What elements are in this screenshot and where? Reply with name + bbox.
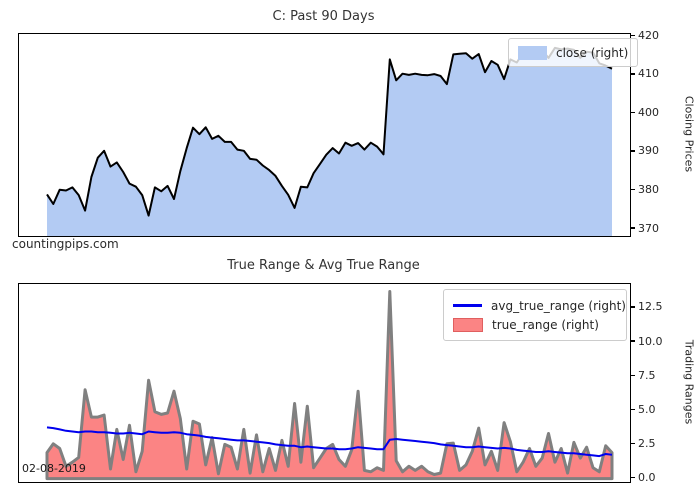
- y-tick-label: 400: [638, 105, 659, 119]
- legend-entry-avg-true-range: avg_true_range (right): [453, 299, 626, 313]
- y-tick-label: 5.0: [638, 402, 656, 416]
- top-chart-legend: close (right): [508, 38, 638, 67]
- avg-true-range-line-swatch-icon: [453, 304, 482, 307]
- closing-prices-axis-label: Closing Prices: [682, 95, 696, 173]
- bottom-chart-title: True Range & Avg True Range: [227, 258, 420, 273]
- true-range-chart: [45, 290, 614, 481]
- y-tick-mark: [630, 188, 635, 191]
- y-tick-label: 370: [638, 221, 659, 235]
- y-tick-mark: [630, 340, 635, 342]
- trading-ranges-axis-label: Trading Ranges: [682, 339, 696, 425]
- closing-prices-plot: [18, 33, 631, 237]
- legend-label: close (right): [556, 45, 629, 60]
- y-tick-mark: [630, 150, 635, 152]
- watermark-text: countingpips.com: [12, 237, 119, 251]
- y-tick-mark: [630, 34, 635, 36]
- close-area: [47, 47, 612, 236]
- y-tick-label: 380: [638, 183, 659, 196]
- y-tick-label: 390: [638, 144, 659, 158]
- y-tick-mark: [630, 73, 635, 75]
- bottom-chart-legend: avg_true_range (right) true_range (right…: [443, 289, 627, 341]
- top-chart-title: C: Past 90 Days: [272, 9, 375, 24]
- y-tick-label: 12.5: [638, 300, 663, 314]
- y-tick-mark: [630, 111, 635, 114]
- legend-label: avg_true_range (right): [491, 298, 626, 313]
- y-tick-label: 410: [638, 67, 659, 81]
- y-tick-mark: [630, 227, 635, 229]
- y-tick-mark: [630, 442, 635, 445]
- y-tick-label: 0.0: [638, 471, 656, 485]
- y-tick-mark: [630, 408, 635, 410]
- y-tick-label: 2.5: [638, 436, 656, 450]
- legend-entry-close: close (right): [518, 45, 637, 60]
- true-range-area-swatch-icon: [453, 317, 483, 332]
- y-tick-label: 420: [638, 28, 659, 42]
- y-tick-mark: [630, 476, 635, 479]
- legend-entry-true-range: true_range (right): [453, 317, 626, 332]
- y-tick-mark: [630, 374, 635, 376]
- true_range-area: [45, 290, 614, 481]
- close-area-swatch-icon: [518, 45, 547, 60]
- y-tick-mark: [630, 306, 635, 308]
- y-tick-label: 10.0: [638, 334, 663, 348]
- avg_true_range-line: [46, 426, 613, 458]
- date-annotation: 02-08-2019: [22, 462, 86, 475]
- legend-label: true_range (right): [492, 317, 599, 332]
- y-tick-label: 7.5: [638, 368, 656, 382]
